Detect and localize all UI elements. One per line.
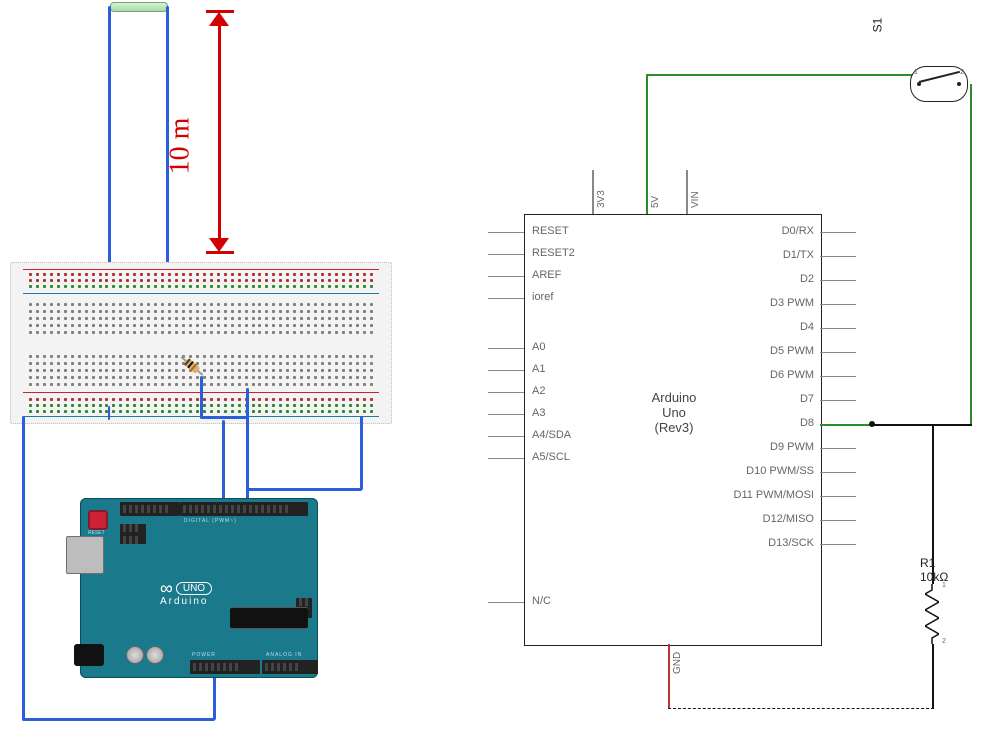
label-left-6: A2 — [532, 385, 545, 397]
usb-port — [66, 536, 104, 574]
label-vin: VIN — [690, 191, 701, 208]
reed-switch — [110, 2, 168, 12]
pin-right-2 — [820, 280, 856, 281]
wire-s1-down — [970, 84, 972, 424]
label-gnd: GND — [672, 652, 683, 674]
label-right-5: D5 PWM — [704, 345, 814, 357]
header-power — [190, 660, 260, 674]
pin-right-1 — [820, 256, 856, 257]
label-left-5: A1 — [532, 363, 545, 375]
label-right-3: D3 PWM — [704, 297, 814, 309]
wire-join — [108, 406, 110, 420]
wire-gnd-across — [22, 718, 215, 721]
label-right-12: D12/MISO — [704, 513, 814, 525]
wire-right-b — [246, 488, 362, 491]
power-jack — [74, 644, 104, 666]
label-right-0: D0/RX — [704, 225, 814, 237]
label-left-4: A0 — [532, 341, 545, 353]
pin-right-3 — [820, 304, 856, 305]
label-right-6: D6 PWM — [704, 369, 814, 381]
label-left-8: A4/SDA — [532, 429, 571, 441]
pin-right-5 — [820, 352, 856, 353]
capacitor-2 — [146, 646, 164, 664]
resistor-r1 — [925, 584, 939, 644]
pin-right-6 — [820, 376, 856, 377]
pin-left-8 — [488, 436, 524, 437]
label-right-7: D7 — [704, 393, 814, 405]
label-right-10: D10 PWM/SS — [704, 465, 814, 477]
label-right-11: D11 PWM/MOSI — [704, 489, 814, 501]
label-r1-val: 10kΩ — [920, 570, 948, 584]
atmega-chip — [230, 608, 308, 628]
pin-left-7 — [488, 414, 524, 415]
pin-right-11 — [820, 496, 856, 497]
label-s1: S1 — [870, 18, 884, 33]
wire-gnd-down — [22, 416, 25, 720]
pin-vin — [686, 170, 688, 214]
pin-5v-wire — [646, 74, 648, 214]
pin-right-0 — [820, 232, 856, 233]
wire-res-a — [200, 376, 203, 418]
pin-left-9 — [488, 458, 524, 459]
pin-right-12 — [820, 520, 856, 521]
switch-s1: 1 2 — [910, 66, 968, 102]
label-left-2: AREF — [532, 269, 561, 281]
header-icsp — [120, 524, 146, 544]
label-left-3: ioref — [532, 291, 553, 303]
label-right-1: D1/TX — [704, 249, 814, 261]
header-digital2 — [120, 502, 180, 516]
pin-right-4 — [820, 328, 856, 329]
pin-right-9 — [820, 448, 856, 449]
wire-r1-down — [932, 644, 934, 708]
pin-left-1 — [488, 254, 524, 255]
label-right-9: D9 PWM — [704, 441, 814, 453]
label-5v: 5V — [650, 196, 661, 208]
label-left-1: RESET2 — [532, 247, 575, 259]
schematic: Arduino Uno (Rev3) 3V3 5V VIN 1 2 S1 1 2… — [470, 0, 1006, 747]
reset-button — [88, 510, 108, 530]
wire-res-b — [200, 416, 248, 419]
pin-right-10 — [820, 472, 856, 473]
label-left-7: A3 — [532, 407, 545, 419]
measurement-arrow — [200, 12, 240, 252]
label-right-4: D4 — [704, 321, 814, 333]
label-left-0: RESET — [532, 225, 569, 237]
pin-nc — [488, 602, 524, 603]
pin-right-8 — [820, 424, 856, 426]
label-3v3: 3V3 — [596, 190, 607, 208]
pin-left-5 — [488, 370, 524, 371]
label-right-2: D2 — [704, 273, 814, 285]
arduino-name: Arduino — [160, 596, 208, 607]
wire-gnd-up — [213, 676, 216, 720]
measurement-label: 10 m — [164, 118, 196, 175]
label-nc: N/C — [532, 595, 551, 607]
capacitor-1 — [126, 646, 144, 664]
wire-5v-to-s1 — [646, 74, 914, 76]
header-digital — [180, 502, 308, 516]
pin-left-4 — [488, 348, 524, 349]
label-r1-ref: R1 — [920, 556, 935, 570]
wire-right-a — [360, 416, 363, 490]
pin-left-3 — [488, 298, 524, 299]
label-right-8: D8 — [704, 417, 814, 429]
header-analog — [262, 660, 318, 674]
label-right-13: D13/SCK — [704, 537, 814, 549]
wire-node-ext — [872, 424, 972, 426]
pin-left-0 — [488, 232, 524, 233]
pin-3v3 — [592, 170, 594, 214]
pin-gnd-wire — [668, 644, 670, 708]
pin-left-2 — [488, 276, 524, 277]
pin-right-7 — [820, 400, 856, 401]
wire-gnd-dashed — [668, 708, 934, 709]
arduino-board: RESET ∞ UNO Arduino POWER ANALOG IN DIGI… — [80, 498, 318, 678]
label-left-9: A5/SCL — [532, 451, 570, 463]
pin-left-6 — [488, 392, 524, 393]
reset-label: RESET — [88, 530, 105, 536]
pin-right-13 — [820, 544, 856, 545]
